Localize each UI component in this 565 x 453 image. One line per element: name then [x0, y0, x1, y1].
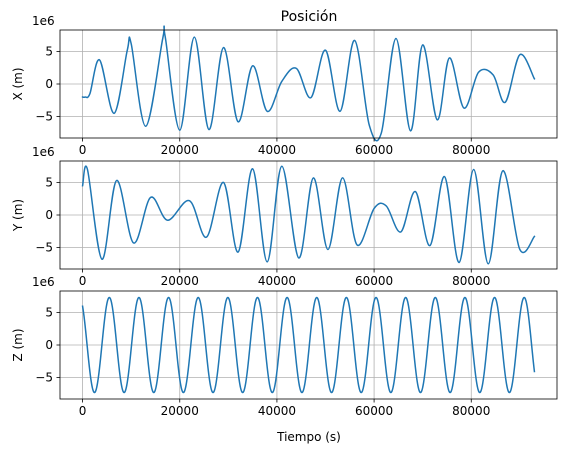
- y-tick-label-z-2: 5: [45, 305, 53, 319]
- x-tick-label-x-4: 80000: [452, 143, 490, 157]
- y-axis-label-z: Z (m): [11, 328, 25, 361]
- x-tick-label-x-1: 20000: [161, 143, 199, 157]
- series-line-x: [81, 25, 536, 142]
- x-tick-label-x-0: 0: [79, 143, 87, 157]
- y-tick-label-x-0: −5: [35, 110, 53, 124]
- y-tick-label-y-0: −5: [35, 241, 53, 255]
- x-tick-label-z-4: 80000: [452, 404, 490, 418]
- x-tick-label-y-3: 60000: [355, 274, 393, 288]
- y-tick-label-z-1: 0: [45, 338, 53, 352]
- x-tick-label-z-3: 60000: [355, 404, 393, 418]
- x-tick-label-y-2: 40000: [258, 274, 296, 288]
- y-offset-text-x: 1e6: [32, 14, 55, 28]
- y-tick-label-y-2: 5: [45, 175, 53, 189]
- x-tick-label-x-2: 40000: [258, 143, 296, 157]
- series-line-z: [81, 296, 536, 394]
- x-axis-label: Tiempo (s): [276, 430, 341, 444]
- chart-title: Posición: [281, 9, 338, 25]
- x-tick-label-z-0: 0: [79, 404, 87, 418]
- x-tick-label-y-0: 0: [79, 274, 87, 288]
- y-axis-label-x: X (m): [11, 67, 25, 100]
- y-offset-text-z: 1e6: [32, 275, 55, 289]
- panel-y: 0 20000 40000 60000 80000 −5 0 5 1e6 Y (m): [11, 145, 558, 288]
- y-tick-label-z-0: −5: [35, 371, 53, 385]
- panel-z: 0 20000 40000 60000 80000 −5 0 5 1e6 Z (m): [11, 275, 558, 418]
- y-axis-label-y: Y (m): [11, 199, 25, 232]
- x-tick-label-z-1: 20000: [161, 404, 199, 418]
- x-tick-label-x-3: 60000: [355, 143, 393, 157]
- series-line-y: [81, 165, 536, 265]
- y-tick-label-x-1: 0: [45, 77, 53, 91]
- y-offset-text-y: 1e6: [32, 145, 55, 159]
- panel-x: 0 20000 40000 60000 80000 −5 0 5 1e6 X (m): [11, 14, 558, 157]
- y-tick-label-x-2: 5: [45, 44, 53, 58]
- x-tick-label-z-2: 40000: [258, 404, 296, 418]
- x-tick-label-y-1: 20000: [161, 274, 199, 288]
- y-tick-label-y-1: 0: [45, 208, 53, 222]
- x-tick-label-y-4: 80000: [452, 274, 490, 288]
